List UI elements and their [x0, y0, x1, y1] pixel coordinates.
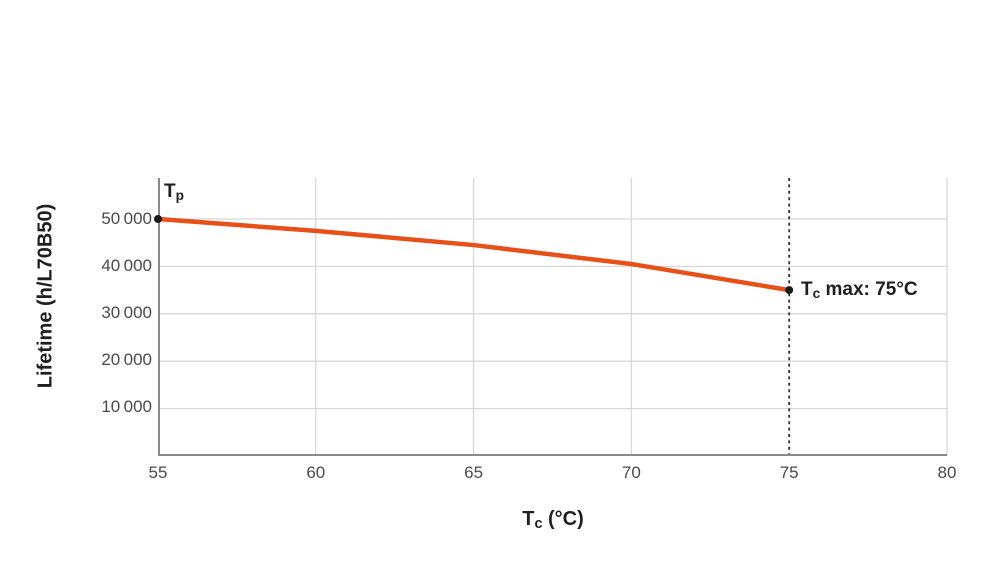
- annotation-tp: Tp: [164, 181, 184, 203]
- y-tick-label: 10 000: [101, 397, 152, 416]
- y-tick-label: 20 000: [101, 350, 152, 369]
- x-tick-label: 60: [306, 463, 326, 482]
- endpoint-dot: [154, 215, 162, 224]
- x-tick-label: 75: [779, 463, 799, 482]
- y-tick-label: 40 000: [101, 256, 152, 275]
- annotation-tc-max: Tc max: 75°C: [801, 279, 918, 301]
- plot-svg: [154, 178, 948, 456]
- x-tick-label: 70: [621, 463, 641, 482]
- x-tick-label: 80: [937, 463, 957, 482]
- lifetime-line: [155, 216, 792, 293]
- y-axis-title: Lifetime (h/L70B50): [34, 203, 57, 389]
- x-tick-label: 55: [148, 463, 168, 482]
- y-tick-label: 30 000: [101, 303, 152, 322]
- endpoint-dot: [785, 286, 794, 295]
- x-tick-label: 65: [464, 463, 484, 482]
- x-axis-title: Tc (°C): [522, 508, 584, 533]
- y-tick-label: 50 000: [101, 209, 152, 228]
